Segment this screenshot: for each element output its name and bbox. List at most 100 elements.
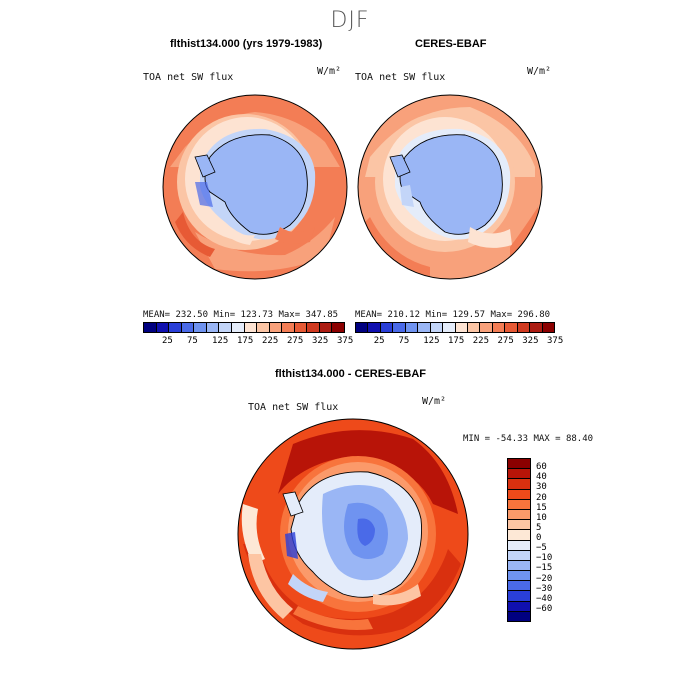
diff-variable-label: TOA net SW flux xyxy=(248,402,339,413)
model-panel-title: flthist134.000 (yrs 1979-1983) xyxy=(170,38,323,50)
colorbar-swatch xyxy=(508,540,530,551)
colorbar-swatch xyxy=(508,489,530,500)
colorbar-swatch xyxy=(492,323,506,332)
model-polar-map xyxy=(162,94,348,280)
model-stats: MEAN= 232.50 Min= 123.73 Max= 347.85 xyxy=(143,310,339,320)
colorbar-swatch xyxy=(206,323,220,332)
colorbar-swatch xyxy=(467,323,481,332)
colorbar-swatch xyxy=(356,323,369,332)
colorbar-tick-label: −10 xyxy=(536,553,553,564)
colorbar-tick-label: −30 xyxy=(536,583,553,594)
colorbar-tick-label: 40 xyxy=(536,472,547,483)
colorbar-swatch xyxy=(282,323,295,332)
model-colorbar xyxy=(143,322,345,333)
colorbar-tick-label: −20 xyxy=(536,573,553,584)
colorbar-swatch xyxy=(508,611,530,621)
obs-polar-map xyxy=(357,94,543,280)
colorbar-swatch xyxy=(508,459,530,470)
obs-panel-title: CERES-EBAF xyxy=(415,38,487,50)
colorbar-swatch xyxy=(257,323,270,332)
diff-polar-map xyxy=(237,418,469,650)
colorbar-swatch xyxy=(508,601,530,612)
diff-map-border xyxy=(237,418,469,650)
colorbar-swatch xyxy=(508,469,530,480)
model-unit-label: W/m² xyxy=(317,66,342,77)
colorbar-swatch xyxy=(219,323,232,332)
colorbar-tick-label: 25 xyxy=(162,336,173,346)
colorbar-swatch xyxy=(508,591,530,602)
diff-colorbar-ticks: 60 40 30 20 15 10 5 0 −5 −10 −15 −20 −30 −40 −60 xyxy=(536,458,576,620)
obs-colorbar xyxy=(355,322,555,333)
colorbar-swatch xyxy=(169,323,182,332)
colorbar-swatch xyxy=(508,550,530,561)
colorbar-swatch xyxy=(508,530,530,541)
colorbar-tick-label: 225 xyxy=(472,336,490,346)
colorbar-tick-label: 0 xyxy=(536,533,542,543)
diff-colorbar xyxy=(507,458,531,622)
colorbar-tick-label: 225 xyxy=(262,336,279,346)
diff-unit-label: W/m² xyxy=(422,396,447,407)
colorbar-tick-label: 5 xyxy=(536,522,542,533)
colorbar-tick-label: 15 xyxy=(536,502,547,513)
model-antarctica-field xyxy=(204,134,308,235)
colorbar-swatch xyxy=(530,323,543,332)
colorbar-swatch xyxy=(332,323,344,332)
colorbar-tick-label: 375 xyxy=(337,336,354,346)
obs-map-border xyxy=(357,94,543,280)
colorbar-tick-label: 75 xyxy=(398,336,410,346)
colorbar-swatch xyxy=(517,323,531,332)
colorbar-swatch xyxy=(542,323,554,332)
colorbar-swatch xyxy=(508,560,530,572)
obs-antarctica-field xyxy=(399,134,503,235)
colorbar-swatch xyxy=(319,323,333,332)
colorbar-swatch xyxy=(505,323,518,332)
colorbar-swatch xyxy=(144,323,157,332)
colorbar-tick-label: 325 xyxy=(522,336,539,346)
colorbar-swatch xyxy=(508,581,530,592)
diff-minmax: MIN = -54.33 MAX = 88.40 xyxy=(463,434,594,444)
colorbar-swatch xyxy=(508,571,530,582)
colorbar-swatch xyxy=(269,323,283,332)
colorbar-swatch xyxy=(430,323,444,332)
colorbar-tick-label: 60 xyxy=(536,462,547,473)
colorbar-swatch xyxy=(405,323,419,332)
colorbar-tick-label: −40 xyxy=(536,593,553,604)
diff-panel-title: flthist134.000 - CERES-EBAF xyxy=(275,368,426,380)
colorbar-swatch xyxy=(294,323,308,332)
colorbar-tick-label: 25 xyxy=(373,336,385,346)
obs-unit-label: W/m² xyxy=(527,66,552,77)
colorbar-tick-label: 125 xyxy=(212,336,229,346)
season-title: DJF xyxy=(330,8,370,33)
colorbar-swatch xyxy=(455,323,468,332)
colorbar-tick-label: 125 xyxy=(423,336,440,346)
colorbar-swatch xyxy=(181,323,195,332)
colorbar-tick-label: 275 xyxy=(497,336,514,346)
model-map-border xyxy=(162,94,348,280)
colorbar-tick-label: 375 xyxy=(547,336,564,346)
colorbar-swatch xyxy=(418,323,431,332)
colorbar-tick-label: −60 xyxy=(536,603,553,614)
colorbar-swatch xyxy=(508,499,530,510)
colorbar-tick-label: −5 xyxy=(536,543,547,554)
obs-variable-label: TOA net SW flux xyxy=(355,72,446,83)
colorbar-swatch xyxy=(508,479,530,490)
colorbar-tick-label: −15 xyxy=(536,563,553,574)
colorbar-tick-label: 75 xyxy=(187,336,198,346)
colorbar-swatch xyxy=(307,323,320,332)
colorbar-tick-label: 20 xyxy=(536,492,547,503)
colorbar-swatch xyxy=(368,323,381,332)
colorbar-swatch xyxy=(244,323,258,332)
colorbar-swatch xyxy=(231,323,245,332)
colorbar-swatch xyxy=(508,509,530,521)
colorbar-swatch xyxy=(508,520,530,531)
colorbar-tick-label: 275 xyxy=(287,336,304,346)
colorbar-swatch xyxy=(156,323,170,332)
obs-stats: MEAN= 210.12 Min= 129.57 Max= 296.80 xyxy=(355,310,551,320)
colorbar-swatch xyxy=(393,323,406,332)
colorbar-tick-label: 175 xyxy=(448,336,465,346)
colorbar-swatch xyxy=(443,323,456,332)
colorbar-tick-label: 30 xyxy=(536,482,547,493)
colorbar-swatch xyxy=(194,323,207,332)
colorbar-tick-label: 325 xyxy=(312,336,329,346)
colorbar-swatch xyxy=(380,323,394,332)
